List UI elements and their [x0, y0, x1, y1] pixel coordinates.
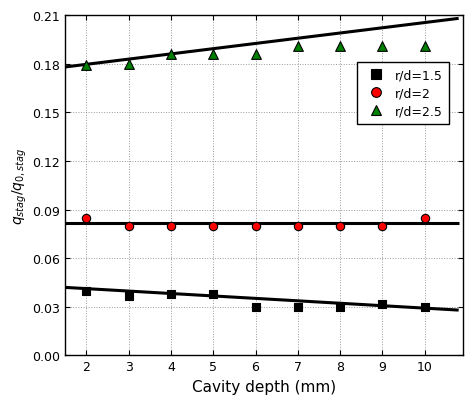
Point [252, 304, 259, 310]
Point [379, 44, 386, 50]
Point [210, 223, 217, 230]
Point [167, 223, 174, 230]
Point [167, 51, 174, 58]
Point [82, 63, 90, 69]
Point [294, 304, 301, 310]
Point [125, 292, 132, 299]
Point [125, 223, 132, 230]
Point [294, 44, 301, 50]
Point [210, 291, 217, 297]
Point [421, 304, 428, 310]
Point [252, 223, 259, 230]
Y-axis label: $q_{stag}/q_{0,stag}$: $q_{stag}/q_{0,stag}$ [11, 147, 29, 224]
Point [294, 223, 301, 230]
Point [125, 61, 132, 68]
Point [337, 223, 344, 230]
Point [421, 44, 428, 50]
Point [82, 215, 90, 222]
Point [337, 44, 344, 50]
Point [210, 51, 217, 58]
Point [82, 288, 90, 294]
Point [379, 301, 386, 307]
Point [337, 304, 344, 310]
Point [421, 215, 428, 222]
Point [252, 51, 259, 58]
Point [167, 291, 174, 297]
X-axis label: Cavity depth (mm): Cavity depth (mm) [192, 379, 336, 394]
Legend: r/d=1.5, r/d=2, r/d=2.5: r/d=1.5, r/d=2, r/d=2.5 [357, 63, 449, 124]
Point [379, 223, 386, 230]
